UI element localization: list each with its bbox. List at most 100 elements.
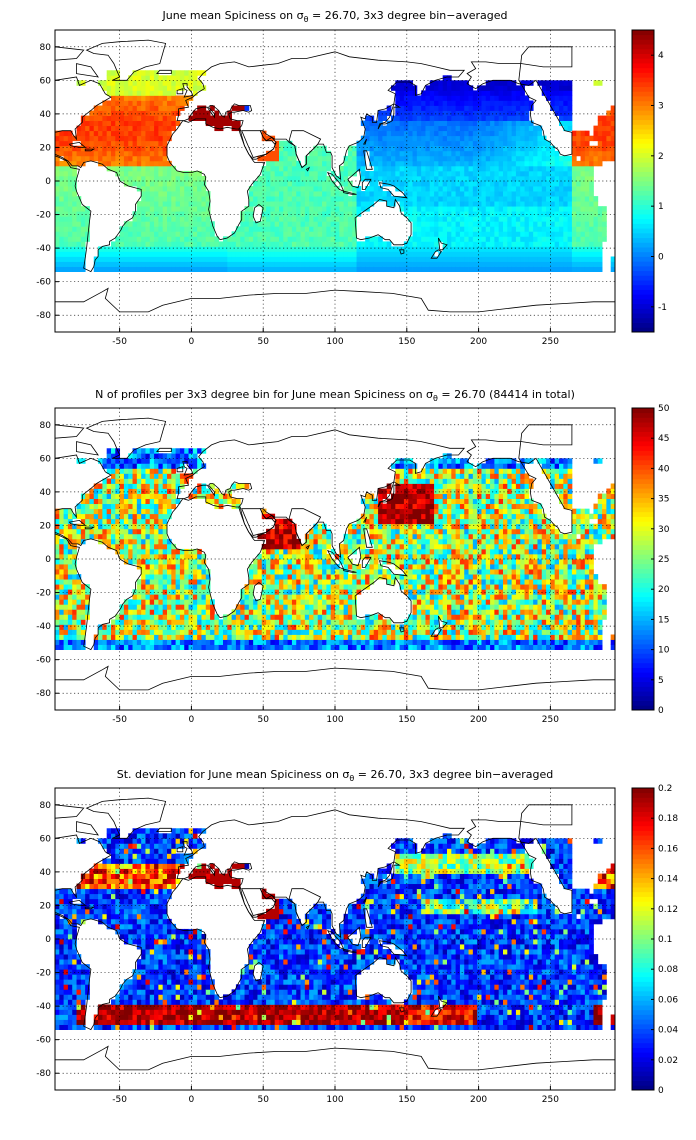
heatmap-cell [447,226,452,232]
heatmap-cell [490,80,495,86]
heatmap-cell [490,266,495,272]
heatmap-cell [93,528,99,535]
heatmap-cell [524,150,530,157]
heatmap-cell [214,256,220,262]
heatmap-cell [149,483,155,489]
heatmap-cell [520,125,525,132]
heatmap-cell [261,629,267,635]
heatmap-cell [477,246,482,252]
heatmap-cell [451,115,457,121]
heatmap-cell [498,241,504,247]
heatmap-cell [119,165,125,172]
heatmap-cell [266,206,271,212]
heatmap-cell [85,599,90,605]
heatmap-cell [580,175,586,182]
heatmap-cell [434,266,439,272]
heatmap-cell [451,246,457,252]
heatmap-cell [171,120,177,127]
heatmap-cell [197,619,202,625]
heatmap-cell [261,206,267,212]
heatmap-cell [205,206,211,212]
heatmap-cell [451,256,457,262]
heatmap-cell [149,120,155,127]
heatmap-cell [408,120,413,127]
heatmap-cell [421,186,426,192]
heatmap-cell [197,548,202,555]
heatmap-cell [106,468,112,474]
heatmap-cell [421,160,426,167]
heatmap-cell [503,100,508,106]
heatmap-cell [184,221,189,227]
heatmap-cell [123,629,129,635]
heatmap-cell [425,90,431,96]
heatmap-cell [132,624,138,630]
heatmap-cell [597,140,603,147]
heatmap-cell [477,140,482,147]
heatmap-cell [76,513,82,520]
heatmap-cell [80,624,86,630]
heatmap-cell [498,160,504,167]
heatmap-cell [257,231,263,237]
heatmap-cell [205,221,211,227]
heatmap-cell [408,181,413,187]
heatmap-cell [520,251,525,257]
heatmap-cell [408,191,413,197]
heatmap-cell [511,191,517,197]
heatmap-cell [115,634,121,640]
heatmap-cell [304,226,310,232]
heatmap-cell [201,211,207,217]
heatmap-cell [455,266,461,272]
heatmap-cell [360,261,366,267]
heatmap-cell [141,548,146,555]
heatmap-cell [287,251,293,257]
heatmap-cell [546,140,551,147]
heatmap-cell [352,211,357,217]
heatmap-cell [171,473,177,479]
heatmap-cell [468,95,474,101]
heatmap-cell [291,191,297,197]
heatmap-cell [416,246,422,252]
heatmap-cell [503,246,508,252]
heatmap-cell [231,120,237,127]
heatmap-cell [528,261,534,267]
heatmap-cell [438,115,444,121]
heatmap-cell [317,246,323,252]
heatmap-cell [80,241,86,247]
heatmap-cell [119,488,125,494]
heatmap-cell [72,599,77,605]
heatmap-cell [244,216,250,222]
heatmap-cell [451,155,457,162]
heatmap-cell [347,145,353,152]
heatmap-cell [459,266,465,272]
heatmap-cell [472,221,478,227]
heatmap-cell [244,639,250,645]
heatmap-cell [451,231,457,237]
heatmap-cell [317,236,323,242]
heatmap-cell [162,624,168,630]
heatmap-cell [494,261,500,267]
heatmap-cell [128,513,133,520]
heatmap-cell [524,226,530,232]
heatmap-cell [89,493,95,499]
heatmap-cell [503,211,508,217]
heatmap-cell [154,140,159,147]
heatmap-cell [171,196,177,202]
heatmap-cell [55,191,60,197]
heatmap-cell [322,241,327,247]
heatmap-cell [240,609,245,615]
heatmap-cell [145,488,151,494]
heatmap-cell [442,221,448,227]
heatmap-cell [67,523,73,530]
heatmap-cell [171,175,177,182]
heatmap-cell [59,191,65,197]
heatmap-cell [154,231,159,237]
heatmap-cell [541,211,547,217]
heatmap-cell [429,80,435,86]
heatmap-cell [438,186,444,192]
heatmap-cell [524,191,530,197]
heatmap-cell [167,85,172,91]
heatmap-cell [145,165,151,172]
heatmap-cell [515,236,521,242]
heatmap-cell [339,226,345,232]
heatmap-cell [503,175,508,182]
